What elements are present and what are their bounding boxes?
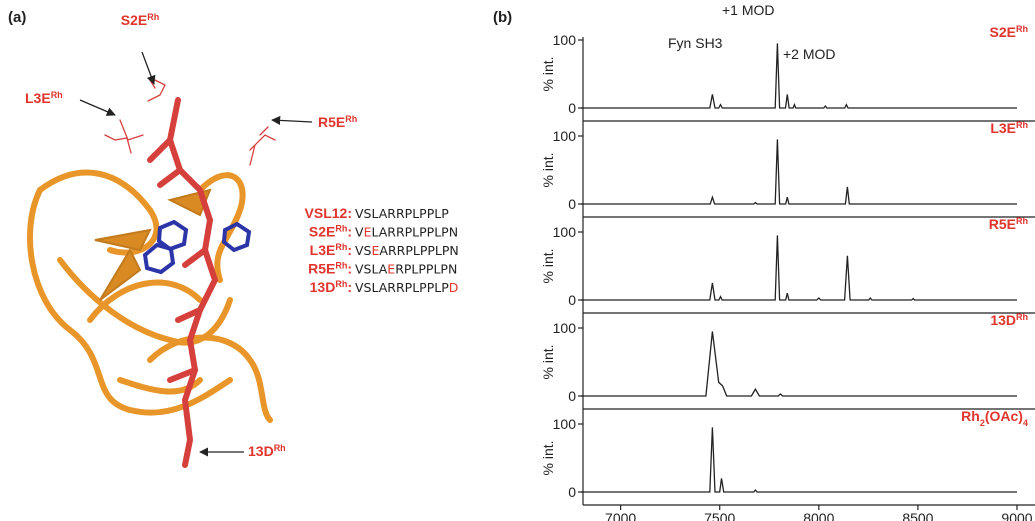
y-tick-label: 0 (568, 484, 576, 500)
x-tick-label: 8000 (803, 510, 834, 521)
sequence-name: 13DRh: (310, 279, 352, 295)
sequence-part: VSLARRPLPPLP (355, 206, 449, 221)
spectrum-title-part: Rh (1016, 120, 1028, 130)
spectrum-title-part: Rh (1016, 216, 1028, 226)
sequence-name-part: : (347, 242, 352, 258)
spectrum-title-part: (OAc) (985, 408, 1023, 424)
y-axis-label: % int. (540, 152, 556, 187)
sequence: VSLARRPLPPLP (355, 206, 449, 221)
sequence-part: ARRPLPPLPN (379, 243, 458, 258)
sequence-name-part: : (347, 261, 352, 277)
sequence-name-part: R5E (308, 261, 335, 277)
sequence-name: R5ERh: (308, 261, 352, 277)
callout-label-part: Rh (147, 12, 159, 22)
callout-label-part: Rh (345, 114, 357, 124)
sequence: VSLARRPLPPLPD (355, 280, 458, 295)
panel-label: (b) (493, 9, 512, 26)
spectrum-title: Rh2(OAc)4 (961, 408, 1028, 428)
y-axis-label: % int. (540, 56, 556, 91)
spectrum-title: L3ERh (990, 120, 1028, 136)
callout-label: 13DRh (248, 443, 286, 459)
sequence-name-part: Rh (335, 224, 347, 234)
arrows (79, 51, 313, 457)
x-tick-label: 7500 (704, 510, 735, 521)
spectrum-line (581, 331, 1017, 397)
y-tick-label: 100 (553, 320, 577, 336)
y-tick-label: 100 (553, 416, 577, 432)
sequence: VSLAERPLPPLPN (355, 262, 457, 277)
callout-label-part: Rh (51, 90, 63, 100)
y-axis-label: % int. (540, 248, 556, 283)
spectrum-title-part: Rh (961, 408, 980, 424)
callout-label-part: Rh (274, 443, 286, 453)
spectrum-title-part: 2 (980, 418, 985, 428)
sequence-name-part: S2E (309, 224, 335, 240)
sequence-part: RPLPPLPN (395, 262, 457, 277)
sequence-part: D (449, 280, 459, 295)
panel-label: (a) (8, 9, 26, 26)
sequence-name-part: Rh (335, 242, 347, 252)
y-tick-label: 100 (553, 32, 577, 48)
sequence-name: S2ERh: (309, 224, 352, 240)
callout-label: L3ERh (25, 90, 63, 106)
callout-label-part: R5E (318, 114, 345, 130)
spectrum-title-part: 4 (1023, 418, 1028, 428)
sequence-name-part: Rh (335, 279, 347, 289)
x-tick-label: 8500 (902, 510, 933, 521)
callout-label-part: S2E (121, 12, 147, 28)
spectrum-line (581, 139, 1017, 205)
y-tick-label: 100 (553, 128, 577, 144)
y-tick-label: 0 (568, 100, 576, 116)
sequence-name: L3ERh: (310, 242, 352, 258)
protein-cartoon (27, 79, 276, 468)
y-tick-label: 0 (568, 196, 576, 212)
x-tick-label: 9000 (1001, 510, 1032, 521)
annotation: Fyn SH3 (668, 35, 723, 51)
sequence-part: VS (355, 243, 372, 258)
sequence-name-part: : (347, 279, 352, 295)
sequence-name-part: L3E (310, 242, 336, 258)
sequence-part: VSLA (355, 262, 388, 277)
spectrum-title: 13DRh (990, 312, 1028, 328)
sequence: VELARRPLPPLPN (355, 225, 458, 240)
sequence-name-part: : (347, 224, 352, 240)
spectrum-title-part: L3E (990, 120, 1016, 136)
y-axis-label: % int. (540, 344, 556, 379)
y-axis-label: % int. (540, 440, 556, 475)
spectrum-title-part: Rh (1016, 312, 1028, 322)
callout-label: S2ERh (121, 12, 159, 28)
sequence-part: E (387, 262, 395, 277)
sequence-part: E (372, 243, 380, 258)
annotation: +2 MOD (783, 46, 836, 62)
x-tick-label: 7000 (605, 510, 636, 521)
spectrum-title: S2ERh (990, 24, 1028, 40)
sequence-name: VSL12: (305, 205, 352, 221)
callout-label-part: 13D (248, 443, 274, 459)
annotation: +1 MOD (722, 2, 775, 18)
spectrum-line (581, 235, 1017, 301)
spectrum-title-part: 13D (990, 312, 1016, 328)
callout-label-part: L3E (25, 90, 51, 106)
spectrum-line (581, 43, 1017, 109)
spectrum-line (581, 427, 1017, 493)
spectrum-title-part: R5E (989, 216, 1016, 232)
sequence-name-part: VSL12: (305, 205, 352, 221)
sequence-part: LARRPLPPLPN (371, 225, 458, 240)
y-tick-label: 0 (568, 388, 576, 404)
sequence-name-part: 13D (310, 279, 336, 295)
y-tick-label: 0 (568, 292, 576, 308)
sequence-part: VSLARRPLPPLP (355, 280, 449, 295)
callout-label: R5ERh (318, 114, 357, 130)
sequence-part: V (355, 225, 364, 240)
spectrum-title-part: Rh (1016, 24, 1028, 34)
sequence: VSEARRPLPPLPN (355, 243, 459, 258)
sequence-part: E (364, 225, 372, 240)
spectrum-title-part: S2E (990, 24, 1016, 40)
y-tick-label: 100 (553, 224, 577, 240)
spectrum-title: R5ERh (989, 216, 1028, 232)
sequence-name-part: Rh (335, 261, 347, 271)
